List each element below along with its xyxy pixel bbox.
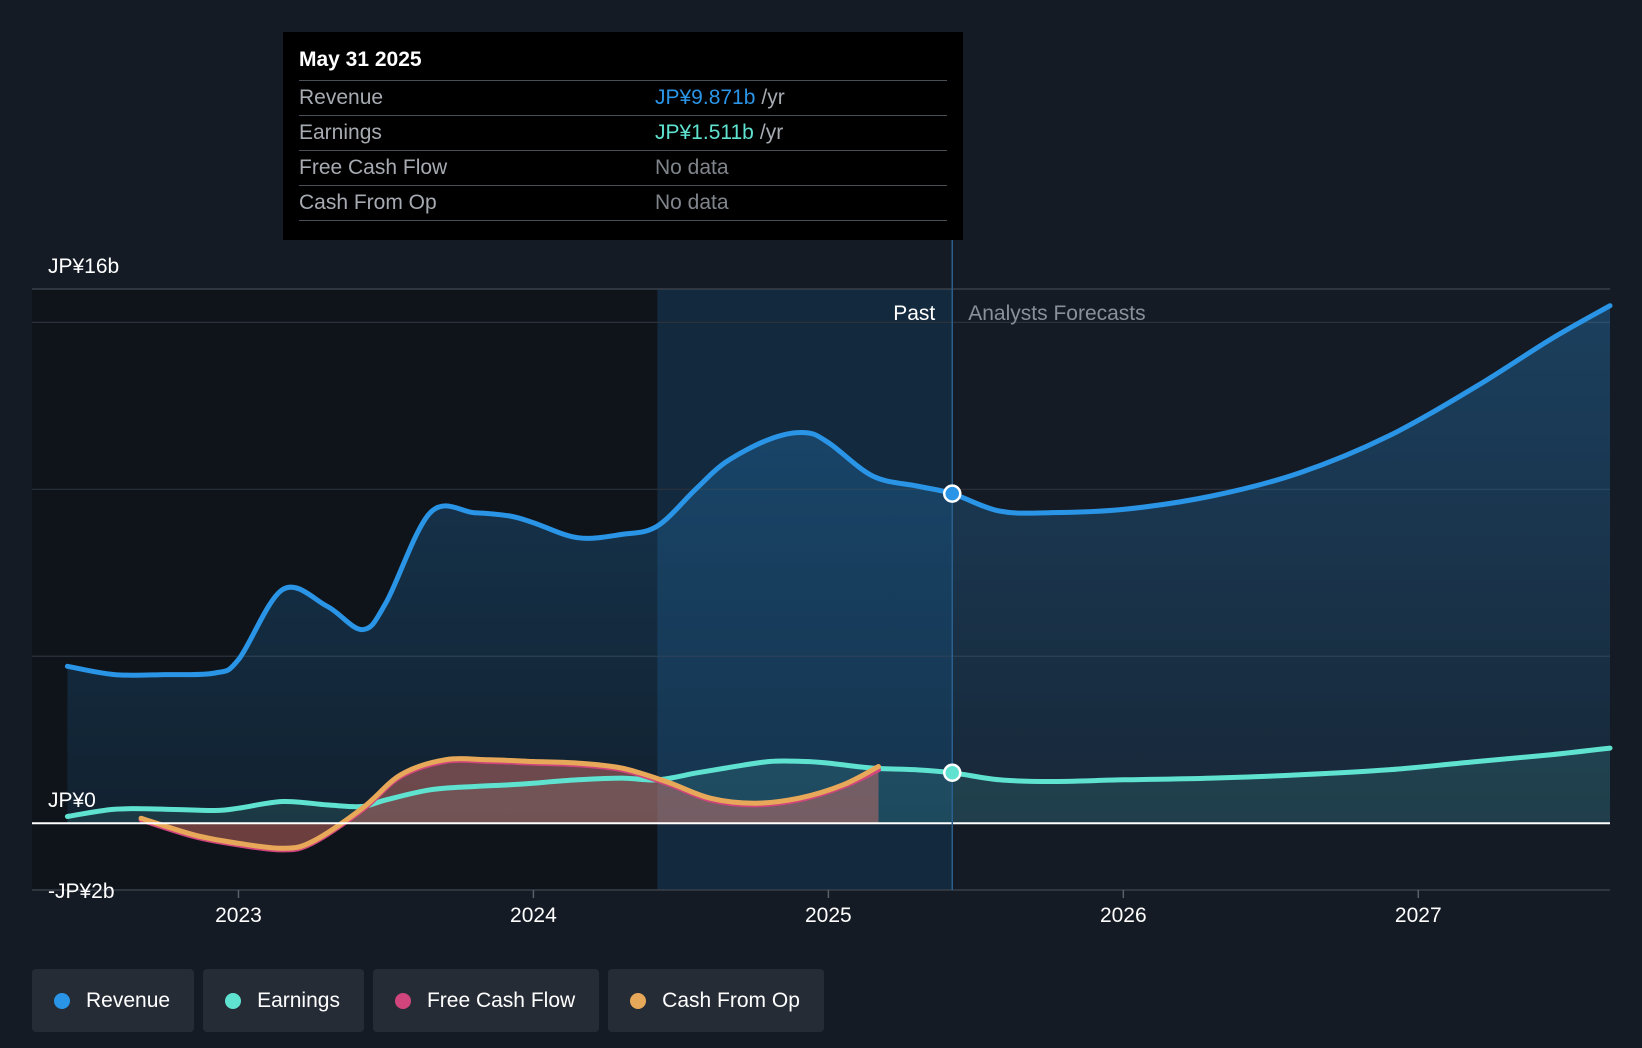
tooltip: May 31 2025 Revenue JP¥9.871b /yr Earnin… (283, 32, 963, 240)
tooltip-unit: /yr (759, 121, 784, 144)
line-revenue (64, 303, 1613, 678)
legend-item-revenue[interactable]: Revenue (32, 969, 195, 1032)
y-tick-label: -JP¥2b (48, 880, 115, 903)
tooltip-date: May 31 2025 (299, 48, 422, 71)
legend-label: Earnings (257, 988, 340, 1012)
area-cash-from-op (141, 758, 879, 849)
y-tick-label: JP¥16b (48, 255, 119, 278)
y-axis-labels: JP¥16b JP¥0 -JP¥2b (48, 255, 119, 903)
legend-dot-icon (630, 992, 647, 1009)
legend-label: Free Cash Flow (426, 988, 576, 1012)
legend-dot-icon (225, 992, 242, 1009)
tooltip-value: No data (655, 156, 729, 179)
x-tick-label: 2025 (805, 904, 852, 927)
series-lines (32, 303, 1613, 853)
legend-item-cash-from-op[interactable]: Cash From Op (608, 969, 824, 1032)
legend-item-earnings[interactable]: Earnings (203, 969, 364, 1032)
x-axis: 2023 2024 2025 2026 2027 (215, 890, 1442, 927)
forecast-label: Analysts Forecasts (968, 302, 1145, 325)
tooltip-value: No data (655, 191, 729, 214)
legend: Revenue Earnings Free Cash Flow Cash Fro… (32, 969, 824, 1032)
legend-label: Revenue (86, 988, 171, 1012)
legend-label: Cash From Op (662, 988, 800, 1012)
tooltip-row-revenue: Revenue JP¥9.871b /yr (299, 80, 947, 115)
line-cash-from-op (138, 756, 881, 851)
tooltip-value: JP¥1.511b (655, 121, 754, 144)
tooltip-row-earnings: Earnings JP¥1.511b /yr (299, 115, 947, 150)
x-tick-label: 2023 (215, 904, 262, 927)
tooltip-label: Revenue (299, 86, 384, 109)
hover-markers (943, 484, 962, 783)
area-revenue (67, 305, 1610, 824)
x-tick-label: 2024 (510, 904, 557, 927)
tooltip-label: Free Cash Flow (299, 156, 448, 179)
tooltip-value: JP¥9.871b (655, 86, 756, 109)
tooltip-row-free-cash-flow: Free Cash Flow No data (299, 150, 947, 185)
tooltip-row-cash-from-op: Cash From Op No data (299, 185, 947, 221)
earnings-marker (943, 763, 962, 783)
x-tick-label: 2026 (1100, 904, 1147, 927)
legend-dot-icon (54, 992, 70, 1009)
tooltip-label: Cash From Op (299, 191, 437, 214)
x-tick-label: 2027 (1395, 904, 1442, 927)
tooltip-label: Earnings (299, 121, 382, 144)
area-free-cash-flow (141, 760, 879, 850)
tooltip-unit: /yr (761, 86, 785, 109)
y-tick-label: JP¥0 (48, 789, 96, 812)
revenue-marker (943, 484, 962, 503)
past-label: Past (893, 302, 935, 325)
legend-item-free-cash-flow[interactable]: Free Cash Flow (372, 969, 600, 1032)
legend-dot-icon (394, 992, 411, 1009)
chart-canvas: Past Analysts Forecasts JP¥16b JP¥0 -JP¥2b… (32, 240, 1613, 927)
line-earnings (64, 745, 1613, 819)
